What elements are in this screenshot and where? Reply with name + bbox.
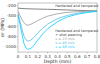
annotation: Hardened and tempered (55, 4, 98, 8)
x-tick-label: 0.3 (44, 54, 51, 59)
x-axis-label: Depth (mm) (44, 59, 72, 64)
y-tick (17, 5, 19, 6)
y-tick (17, 26, 19, 27)
chart: 0 0.10.20.30.40.50.60.70.8 -200 -400 -600 -80… (0, 0, 100, 64)
y-tick (17, 36, 19, 37)
x-tick-label: 0 (17, 54, 20, 59)
y-tick-label: -200 (7, 3, 17, 8)
annotation: v = 68 m/s (55, 45, 74, 49)
x-tick-label: 0.8 (94, 54, 100, 59)
line (18, 11, 97, 41)
x-tick-label: 0.2 (35, 54, 42, 59)
y-tick-label: -400 (7, 13, 17, 18)
x-tick-label: 0.7 (84, 54, 91, 59)
line (18, 8, 97, 11)
y-tick-label: -800 (7, 34, 17, 39)
x-tick-label: 0.5 (64, 54, 71, 59)
y-tick-label: -1000 (4, 44, 16, 49)
x-tick-label: 0.4 (54, 54, 61, 59)
y-axis-label: σr (MPa) (0, 18, 5, 37)
plot-frame (18, 3, 97, 52)
x-tick-label: 0.1 (25, 54, 32, 59)
y-tick (17, 15, 19, 16)
x-tick-label: 0.6 (74, 54, 81, 59)
y-tick (17, 46, 19, 47)
y-tick-label: -600 (7, 24, 17, 29)
